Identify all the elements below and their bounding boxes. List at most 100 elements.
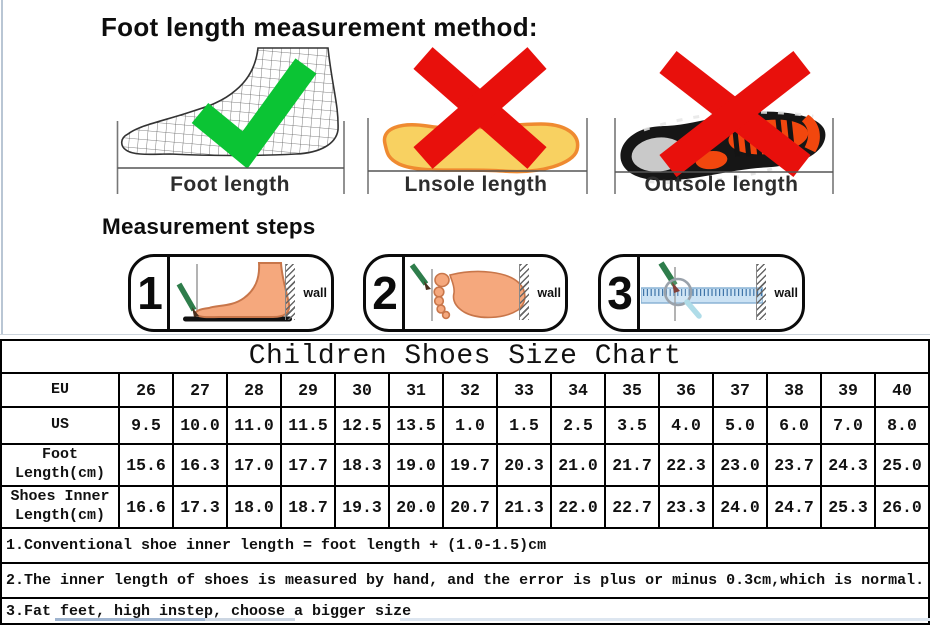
- size-cell: 38: [766, 372, 822, 408]
- screen-artifact: [205, 618, 295, 621]
- step-number: 3: [607, 267, 633, 319]
- size-cell: 17.7: [280, 443, 336, 487]
- size-chart-title: Children Shoes Size Chart: [0, 339, 930, 374]
- insole-length-figure: Lnsole length: [363, 46, 589, 202]
- row-header: EU: [0, 372, 120, 408]
- ruler-icon: [641, 287, 763, 304]
- step-box-3: 3 wall: [598, 254, 805, 332]
- dimension-bracket: [116, 121, 345, 194]
- size-cell: 36: [658, 372, 714, 408]
- size-cell: 34: [550, 372, 606, 408]
- size-cell: 24.0: [712, 485, 768, 529]
- step-box-2: 2 wall: [363, 254, 568, 332]
- size-cell: 21.0: [550, 443, 606, 487]
- wall-hatch: [285, 264, 295, 320]
- size-cell: 17.0: [226, 443, 282, 487]
- step-box-1: 1 wall: [128, 254, 334, 332]
- row-header: Shoes Inner Length(cm): [0, 485, 120, 529]
- size-cell: 24.7: [766, 485, 822, 529]
- wall-label: wall: [303, 286, 327, 300]
- size-cell: 31: [388, 372, 444, 408]
- insole-image: [367, 47, 588, 194]
- step-divider: [167, 257, 170, 329]
- insole-length-label: Lnsole length: [404, 173, 548, 196]
- foot-sole-measure-image: [409, 263, 526, 321]
- insole-shape: [382, 122, 580, 174]
- foot-side-measure-image: [176, 262, 292, 322]
- size-cell: 29: [280, 372, 336, 408]
- foot-side-icon: [194, 262, 291, 319]
- size-cell: 25.0: [874, 443, 930, 487]
- size-cell: 19.3: [334, 485, 390, 529]
- size-row-us: US 9.5 10.0 11.0 11.5 12.5 13.5 1.0 1.5 2.5 3.5 4.0…: [0, 406, 930, 445]
- size-row-foot: Foot Length(cm) 15.6 16.3 17.0 17.7 18.3 19.0 19…: [0, 443, 930, 487]
- pencil-icon: [176, 282, 199, 317]
- row-header: US: [0, 406, 120, 445]
- ruler-measure-image: [641, 261, 763, 321]
- size-cell: 17.3: [172, 485, 228, 529]
- size-cell: 37: [712, 372, 768, 408]
- size-cell: 22.3: [658, 443, 714, 487]
- row-header: Foot Length(cm): [0, 443, 120, 487]
- wall-hatch: [756, 264, 766, 320]
- size-cell: 39: [820, 372, 876, 408]
- step-divider: [402, 257, 405, 329]
- step-number: 2: [372, 267, 398, 319]
- cross-icon: [413, 47, 547, 169]
- size-cell: 1.5: [496, 406, 552, 445]
- size-cell: 35: [604, 372, 660, 408]
- method-heading: Foot length measurement method:: [101, 12, 538, 42]
- size-cell: 30: [334, 372, 390, 408]
- step-divider: [637, 257, 640, 329]
- size-cell: 26.0: [874, 485, 930, 529]
- screen-artifact: [400, 618, 930, 621]
- left-edge-line: [1, 0, 3, 334]
- size-cell: 16.6: [118, 485, 174, 529]
- size-cell: 7.0: [820, 406, 876, 445]
- size-cell: 16.3: [172, 443, 228, 487]
- note-2: 2.The inner length of shoes is measured …: [0, 562, 930, 599]
- size-cell: 23.7: [766, 443, 822, 487]
- size-cell: 28: [226, 372, 282, 408]
- size-row-inner: Shoes Inner Length(cm) 16.6 17.3 18.0 18.7 19.…: [0, 485, 930, 529]
- size-cell: 33: [496, 372, 552, 408]
- outsole-length-figure: Outsole length: [606, 46, 837, 202]
- size-cell: 6.0: [766, 406, 822, 445]
- size-cell: 3.5: [604, 406, 660, 445]
- size-cell: 4.0: [658, 406, 714, 445]
- foot-length-label: Foot length: [170, 173, 290, 196]
- size-cell: 13.5: [388, 406, 444, 445]
- size-cell: 23.3: [658, 485, 714, 529]
- size-cell: 5.0: [712, 406, 768, 445]
- size-cell: 23.0: [712, 443, 768, 487]
- wireframe-foot-image: [116, 47, 345, 194]
- size-cell: 21.3: [496, 485, 552, 529]
- size-cell: 18.3: [334, 443, 390, 487]
- size-cell: 18.0: [226, 485, 282, 529]
- cross-icon: [659, 50, 811, 178]
- size-cell: 19.7: [442, 443, 498, 487]
- outsole-length-label: Outsole length: [644, 173, 799, 196]
- pencil-icon: [409, 263, 431, 290]
- size-cell: 21.7: [604, 443, 660, 487]
- size-cell: 12.5: [334, 406, 390, 445]
- size-cell: 10.0: [172, 406, 228, 445]
- foot-sole-icon: [433, 270, 526, 320]
- size-cell: 20.7: [442, 485, 498, 529]
- size-cell: 20.3: [496, 443, 552, 487]
- size-cell: 22.0: [550, 485, 606, 529]
- size-cell: 25.3: [820, 485, 876, 529]
- size-cell: 24.3: [820, 443, 876, 487]
- dimension-bracket: [614, 118, 834, 194]
- size-cell: 11.0: [226, 406, 282, 445]
- size-cell: 19.0: [388, 443, 444, 487]
- screen-artifact: [55, 618, 205, 621]
- size-cell: 32: [442, 372, 498, 408]
- size-chart-table: Children Shoes Size Chart EU 26 27 28 29 30 31…: [0, 339, 930, 625]
- size-cell: 40: [874, 372, 930, 408]
- divider-line: [0, 334, 930, 335]
- size-cell: 9.5: [118, 406, 174, 445]
- size-cell: 20.0: [388, 485, 444, 529]
- outsole-image: [614, 50, 834, 194]
